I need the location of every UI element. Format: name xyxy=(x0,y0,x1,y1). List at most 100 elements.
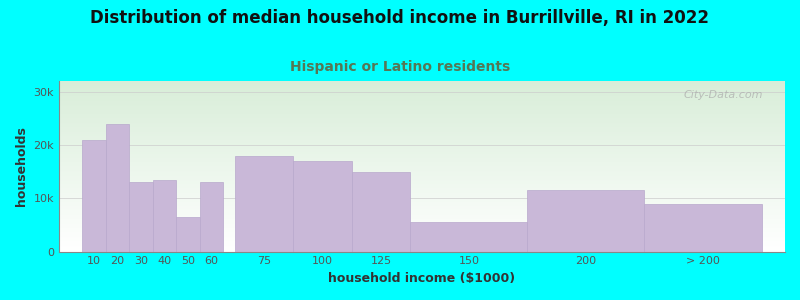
Bar xyxy=(59,208,785,209)
Bar xyxy=(59,170,785,171)
Text: Distribution of median household income in Burrillville, RI in 2022: Distribution of median household income … xyxy=(90,9,710,27)
Text: City-Data.com: City-Data.com xyxy=(684,89,763,100)
Bar xyxy=(59,124,785,125)
Bar xyxy=(645,204,762,252)
Bar xyxy=(59,197,785,198)
Bar xyxy=(59,105,785,106)
Bar xyxy=(59,191,785,192)
Bar xyxy=(59,172,785,173)
Bar xyxy=(59,198,785,199)
Bar xyxy=(59,112,785,113)
Bar xyxy=(59,231,785,232)
Bar xyxy=(59,147,785,148)
Bar xyxy=(59,202,785,203)
Bar xyxy=(59,150,785,151)
Bar xyxy=(59,136,785,137)
Bar xyxy=(59,155,785,156)
Bar xyxy=(59,179,785,180)
Text: Hispanic or Latino residents: Hispanic or Latino residents xyxy=(290,60,510,74)
Bar xyxy=(59,186,785,187)
Bar xyxy=(59,149,785,150)
Bar xyxy=(59,146,785,147)
Bar xyxy=(59,236,785,237)
Bar xyxy=(59,122,785,123)
Bar xyxy=(59,194,785,195)
Bar xyxy=(59,169,785,170)
Bar xyxy=(59,152,785,153)
Bar xyxy=(176,217,199,252)
Bar xyxy=(59,237,785,238)
Bar xyxy=(59,227,785,228)
Bar xyxy=(59,214,785,215)
Bar xyxy=(59,187,785,188)
Bar xyxy=(59,207,785,208)
Bar xyxy=(59,130,785,131)
Bar xyxy=(59,240,785,241)
Bar xyxy=(59,242,785,243)
Bar xyxy=(59,158,785,159)
Bar xyxy=(410,222,527,252)
Bar xyxy=(59,174,785,175)
Bar xyxy=(59,190,785,191)
Bar xyxy=(59,235,785,236)
Bar xyxy=(59,209,785,210)
Bar xyxy=(59,132,785,133)
Bar xyxy=(59,140,785,141)
Bar xyxy=(59,201,785,202)
Bar xyxy=(59,215,785,216)
Bar xyxy=(59,109,785,110)
Bar xyxy=(59,126,785,127)
Bar xyxy=(59,129,785,130)
Bar xyxy=(59,161,785,162)
Bar xyxy=(59,111,785,112)
Bar xyxy=(59,206,785,207)
Bar xyxy=(59,225,785,226)
Bar xyxy=(59,173,785,174)
Bar xyxy=(59,251,785,252)
Bar xyxy=(59,160,785,161)
Bar xyxy=(59,178,785,179)
Bar xyxy=(59,168,785,169)
Bar xyxy=(59,125,785,126)
Bar xyxy=(59,96,785,97)
Bar xyxy=(59,180,785,181)
Bar xyxy=(59,87,785,88)
Bar xyxy=(59,107,785,108)
Bar xyxy=(527,190,645,252)
Bar xyxy=(59,92,785,93)
Bar xyxy=(106,124,130,252)
Bar xyxy=(59,183,785,184)
Bar xyxy=(59,192,785,193)
Bar xyxy=(59,131,785,132)
Bar xyxy=(59,193,785,194)
Bar xyxy=(59,81,785,82)
Bar xyxy=(59,120,785,121)
Bar xyxy=(59,86,785,87)
Bar xyxy=(59,134,785,135)
Bar xyxy=(130,182,153,252)
Bar xyxy=(59,90,785,91)
Bar xyxy=(59,139,785,140)
Bar xyxy=(59,84,785,85)
Bar xyxy=(59,222,785,223)
Bar xyxy=(59,233,785,234)
Bar xyxy=(59,223,785,224)
Bar xyxy=(59,212,785,213)
Bar xyxy=(59,151,785,152)
Bar xyxy=(59,135,785,136)
Bar xyxy=(59,93,785,94)
Bar xyxy=(59,228,785,229)
Bar xyxy=(59,163,785,164)
Bar xyxy=(59,108,785,109)
Bar xyxy=(59,83,785,84)
Bar xyxy=(59,91,785,92)
Bar xyxy=(59,185,785,186)
Bar xyxy=(234,156,294,252)
Bar xyxy=(153,180,176,252)
Bar xyxy=(59,85,785,86)
Bar xyxy=(82,140,106,252)
Bar xyxy=(59,232,785,233)
Bar xyxy=(59,196,785,197)
Bar xyxy=(59,142,785,143)
Bar xyxy=(59,162,785,163)
